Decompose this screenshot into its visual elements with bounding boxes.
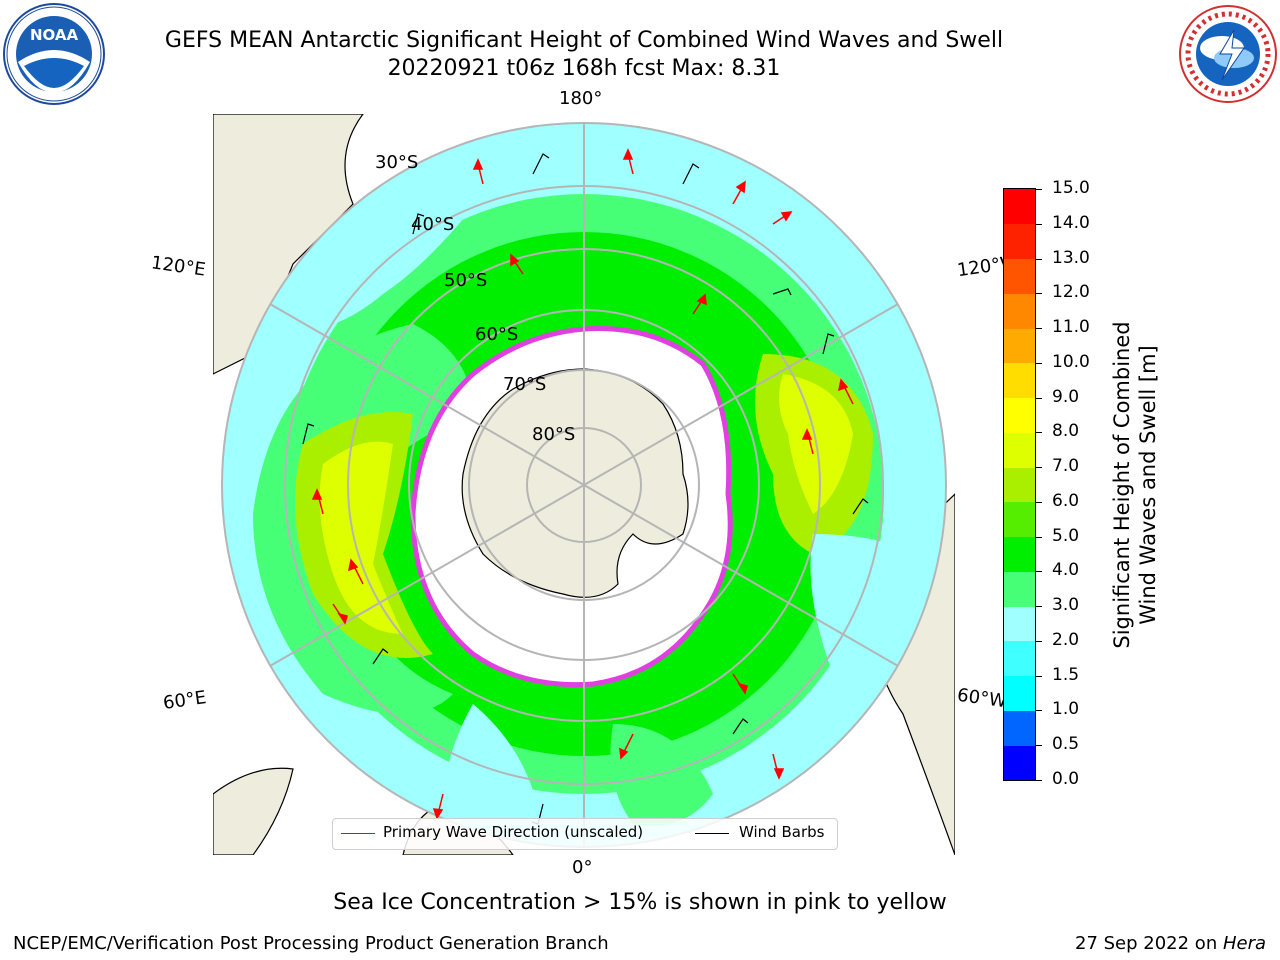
chart-title: GEFS MEAN Antarctic Significant Height o…	[164, 28, 1004, 53]
colorbar-band	[1004, 710, 1035, 746]
colorbar-band	[1004, 501, 1035, 538]
lon-label-bottom: 0°	[572, 857, 593, 878]
map-frame: 180° 0° 120°E 120°W 60°E 60°W 30°S 40°S …	[150, 88, 1020, 878]
colorbar-tick-mark	[1035, 362, 1042, 364]
colorbar-tick-mark	[1035, 640, 1042, 642]
colorbar-band	[1004, 362, 1035, 399]
colorbar-band	[1004, 293, 1035, 329]
colorbar-band	[1004, 432, 1035, 468]
colorbar-tick-label: 0.5	[1052, 734, 1080, 755]
lon-label-top: 180°	[559, 88, 603, 109]
colorbar-tick-label: 15.0	[1052, 178, 1090, 198]
colorbar-tick-label: 3.0	[1052, 595, 1080, 616]
footer-right: 27 Sep 2022 on Hera	[1075, 933, 1266, 954]
colorbar-tick-label: 1.0	[1052, 699, 1080, 720]
colorbar-tick-mark	[1035, 293, 1042, 295]
colorbar-tick-mark	[1035, 675, 1042, 677]
footer-left: NCEP/EMC/Verification Post Processing Pr…	[13, 933, 609, 954]
colorbar-tick-mark	[1035, 710, 1042, 712]
polar-map	[212, 113, 956, 856]
wind-legend-line	[695, 833, 729, 834]
colorbar-tick-mark	[1035, 606, 1042, 608]
colorbar-band	[1004, 745, 1035, 781]
colorbar-tick-label: 11.0	[1052, 317, 1090, 338]
colorbar-band	[1004, 258, 1035, 294]
colorbar-label-line1: Significant Height of Combined	[1110, 321, 1134, 649]
colorbar-band	[1004, 189, 1035, 225]
colorbar-tick-mark	[1035, 397, 1042, 399]
colorbar-tick-mark	[1035, 189, 1042, 190]
colorbar-band	[1004, 397, 1035, 433]
antarctica-land	[461, 368, 689, 598]
colorbar-label-line2: Wind Waves and Swell [m]	[1136, 345, 1160, 625]
lat-label-30: 30°S	[375, 152, 419, 173]
wave-legend-label: Primary Wave Direction (unscaled)	[383, 823, 644, 841]
colorbar-band	[1004, 223, 1035, 259]
colorbar-tick-label: 5.0	[1052, 525, 1080, 546]
lon-label-upper-left: 120°E	[149, 252, 207, 281]
lat-label-50: 50°S	[444, 270, 488, 291]
colorbar-tick-label: 12.0	[1052, 282, 1090, 303]
colorbar-tick-mark	[1035, 571, 1042, 573]
sea-ice-caption: Sea Ice Concentration > 15% is shown in …	[333, 890, 947, 915]
colorbar-band	[1004, 640, 1035, 677]
colorbar-tick-mark	[1035, 258, 1042, 260]
lat-label-80: 80°S	[532, 424, 576, 445]
colorbar-tick-label: 8.0	[1052, 421, 1080, 442]
lon-label-lower-left: 60°E	[161, 687, 208, 714]
colorbar-band	[1004, 467, 1035, 503]
wave-legend-line	[341, 833, 375, 834]
colorbar-tick-mark	[1035, 223, 1042, 225]
colorbar-band	[1004, 675, 1035, 711]
lat-label-40: 40°S	[411, 214, 455, 235]
colorbar-tick-mark	[1035, 780, 1042, 781]
colorbar-label: Significant Height of Combined Wind Wave…	[1106, 190, 1164, 780]
colorbar-tick-label: 7.0	[1052, 456, 1080, 477]
colorbar-tick-mark	[1035, 501, 1042, 503]
colorbar-band	[1004, 571, 1035, 607]
colorbar-tick-label: 2.0	[1052, 629, 1080, 650]
africa-land	[212, 767, 294, 856]
lat-label-60: 60°S	[475, 324, 519, 345]
colorbar-bands	[1004, 189, 1035, 781]
colorbar-tick-label: 6.0	[1052, 490, 1080, 511]
colorbar-tick-label: 14.0	[1052, 212, 1090, 233]
colorbar-tick-label: 4.0	[1052, 560, 1080, 581]
wave-direction-arrows	[311, 148, 854, 820]
colorbar-band	[1004, 536, 1035, 572]
lat-label-70: 70°S	[503, 374, 547, 395]
colorbar-tick-label: 0.0	[1052, 769, 1080, 789]
noaa-logo: NOAA	[2, 2, 106, 106]
colorbar-band	[1004, 328, 1035, 364]
wind-legend-label: Wind Barbs	[739, 823, 825, 841]
lon-label-lower-right: 60°W	[955, 684, 1008, 713]
colorbar-tick-label: 13.0	[1052, 247, 1090, 268]
colorbar-tick-label: 1.5	[1052, 664, 1080, 685]
map-legend: Primary Wave Direction (unscaled) Wind B…	[332, 818, 838, 850]
footer-date: 27 Sep 2022 on	[1075, 933, 1223, 954]
chart-subtitle: 20220921 t06z 168h fcst Max: 8.31	[387, 56, 781, 81]
colorbar	[1003, 188, 1036, 781]
colorbar-tick-label: 9.0	[1052, 386, 1080, 407]
colorbar-tick-mark	[1035, 467, 1042, 469]
nws-logo	[1176, 2, 1280, 106]
noaa-logo-text: NOAA	[30, 26, 79, 44]
colorbar-tick-mark	[1035, 745, 1042, 747]
colorbar-tick-label: 10.0	[1052, 351, 1090, 372]
colorbar-tick-mark	[1035, 432, 1042, 434]
colorbar-band	[1004, 606, 1035, 642]
colorbar-tick-mark	[1035, 328, 1042, 330]
colorbar-tick-mark	[1035, 536, 1042, 538]
footer-machine: Hera	[1222, 933, 1266, 954]
